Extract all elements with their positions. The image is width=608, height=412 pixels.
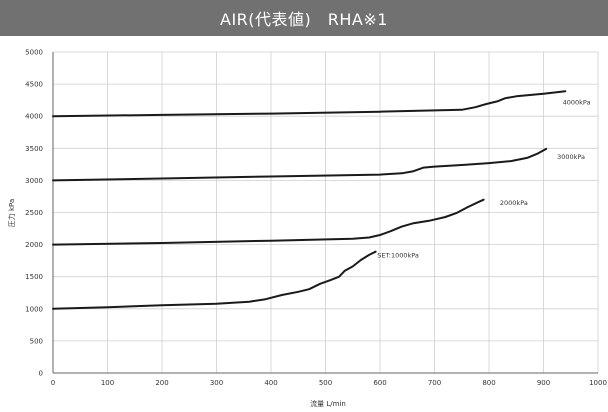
y-tick-label: 3000 — [25, 177, 43, 185]
y-tick-label: 0 — [39, 370, 43, 378]
chart-title: AIR(代表値) RHA※1 — [220, 10, 388, 29]
series-line — [52, 250, 377, 310]
x-tick-label: 400 — [264, 379, 277, 387]
x-tick-label: 800 — [482, 379, 495, 387]
x-tick-label: 900 — [537, 379, 550, 387]
series-label: 4000kPa — [563, 99, 591, 107]
y-tick-label: 4500 — [25, 81, 43, 89]
series-line — [52, 147, 548, 182]
y-tick-label: 500 — [30, 337, 43, 345]
y-tick-label: 5000 — [25, 49, 43, 57]
x-axis-title: 流量 L/min — [310, 399, 346, 408]
tick-labels: 0 100 200 300 400 500 600 700 800 900 1000 0 500 1000… — [25, 49, 607, 388]
y-axis-title: 圧力 kPa — [7, 199, 16, 227]
x-tick-label: 200 — [155, 379, 168, 387]
series-lines — [52, 90, 567, 310]
x-tick-label: 0 — [51, 379, 55, 387]
y-tick-label: 4000 — [25, 113, 43, 121]
x-tick-label: 300 — [210, 379, 223, 387]
y-tick-label: 3500 — [25, 145, 43, 153]
x-tick-label: 500 — [319, 379, 332, 387]
x-tick-label: 600 — [373, 379, 386, 387]
series-label: 3000kPa — [557, 153, 585, 161]
grid-lines — [52, 51, 599, 374]
y-tick-label: 1000 — [25, 305, 43, 313]
series-labels: SET:1000kPa 2000kPa 3000kPa 4000kPa — [377, 99, 590, 260]
x-tick-label: 700 — [428, 379, 441, 387]
y-tick-label: 2000 — [25, 241, 43, 249]
series-label: SET:1000kPa — [377, 251, 419, 259]
title-bar: AIR(代表値) RHA※1 — [0, 0, 608, 36]
x-tick-label: 100 — [101, 379, 114, 387]
series-line — [52, 90, 567, 118]
y-tick-label: 2500 — [25, 209, 43, 217]
axes — [52, 52, 598, 374]
y-tick-label: 1500 — [25, 273, 43, 281]
series-label: 2000kPa — [500, 199, 528, 207]
x-tick-label: 1000 — [589, 379, 607, 387]
series-line — [52, 198, 485, 246]
